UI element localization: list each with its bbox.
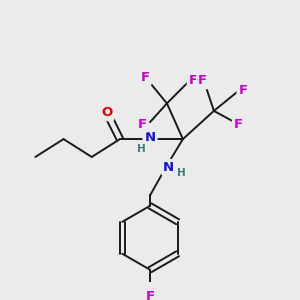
Text: H: H bbox=[177, 168, 185, 178]
Text: F: F bbox=[146, 290, 154, 300]
Text: F: F bbox=[234, 118, 243, 130]
Text: H: H bbox=[137, 144, 146, 154]
Text: F: F bbox=[238, 84, 247, 97]
Text: F: F bbox=[189, 74, 198, 87]
Text: O: O bbox=[101, 106, 112, 119]
Text: F: F bbox=[198, 74, 207, 87]
Text: F: F bbox=[141, 70, 150, 84]
Text: N: N bbox=[163, 161, 174, 174]
Text: F: F bbox=[138, 118, 147, 130]
Text: N: N bbox=[144, 131, 156, 144]
